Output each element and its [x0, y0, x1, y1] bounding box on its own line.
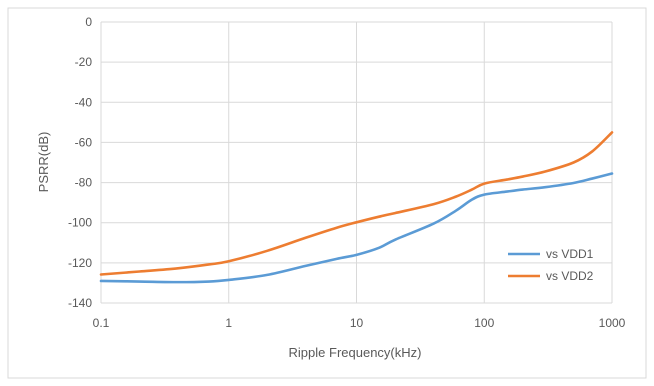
- legend-label-2: vs VDD2: [546, 269, 594, 283]
- series-lines: [99, 131, 614, 284]
- x-tick-label: 0.1: [93, 316, 110, 330]
- y-tick-label: -120: [68, 256, 92, 270]
- x-tick-label: 1000: [599, 316, 626, 330]
- y-axis-title: PSRR(dB): [36, 132, 51, 193]
- y-tick-label: -60: [75, 135, 93, 149]
- y-tick-label: 0: [85, 15, 92, 29]
- y-tick-label: -100: [68, 216, 92, 230]
- legend: vs VDD1 vs VDD2: [508, 247, 594, 283]
- y-tick-label: -140: [68, 296, 92, 310]
- chart-border: [7, 7, 647, 379]
- series-line-1: [99, 172, 614, 284]
- x-tick-label: 1: [225, 316, 232, 330]
- x-axis-title: Ripple Frequency(kHz): [289, 345, 422, 360]
- y-tick-label: -20: [75, 55, 93, 69]
- series-line-2: [99, 131, 614, 276]
- legend-label-1: vs VDD1: [546, 247, 594, 261]
- grid: [100, 21, 613, 304]
- y-tick-label: -80: [75, 176, 93, 190]
- x-tick-label: 10: [350, 316, 364, 330]
- x-tick-label: 100: [474, 316, 494, 330]
- y-tick-label: -40: [75, 95, 93, 109]
